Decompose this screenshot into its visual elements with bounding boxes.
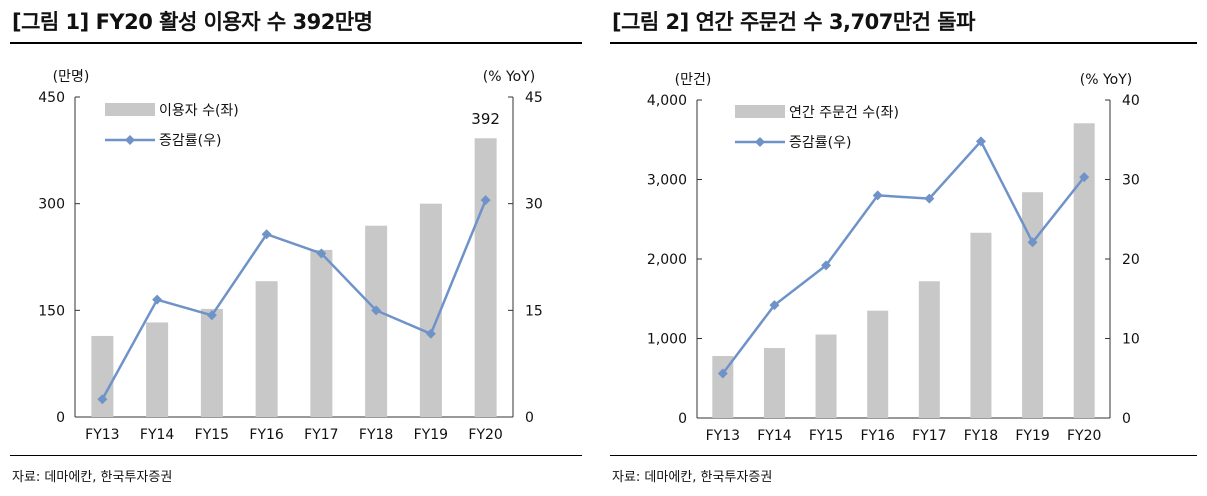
bar (91, 335, 114, 417)
y-left-tick-label: 150 (38, 303, 65, 319)
x-tick-label: FY18 (964, 428, 998, 444)
order-count-chart: (만건) (% YoY) 0 1,000 2,000 3,000 4,000 0 10 20 30 4… (647, 72, 1140, 444)
x-tick-label: FY19 (414, 427, 448, 443)
x-tick-label: FY14 (140, 427, 175, 443)
y-left-tick-label: 0 (678, 411, 687, 427)
x-tick-label: FY16 (249, 427, 284, 443)
bar (763, 348, 785, 418)
user-count-chart: (만명) (% YoY) 0 150 300 450 0 15 30 45 FY13 FY14 FY15… (38, 69, 543, 443)
y-left-tick-label: 450 (38, 90, 65, 106)
bar (1022, 192, 1044, 418)
legend-label-bar: 연간 주문건 수(좌) (789, 105, 899, 121)
legend-marker-line (755, 137, 765, 147)
line-point (371, 305, 382, 316)
growth-line (101, 199, 487, 400)
y-right-tick-label: 0 (525, 410, 534, 426)
y-left-tick-label: 300 (38, 197, 65, 213)
y-right-tick-label: 40 (1122, 93, 1140, 109)
bar (1073, 123, 1095, 418)
x-tick-label: FY14 (757, 428, 792, 444)
y-right-tick-label: 45 (525, 90, 543, 106)
bar (867, 310, 889, 418)
legend-label-line: 증감률(우) (159, 133, 221, 149)
data-label: 392 (471, 110, 500, 128)
legend-swatch-bar (105, 103, 155, 116)
y-right-tick-label: 20 (1122, 252, 1140, 268)
line-point (769, 300, 780, 311)
y-right-tick-label: 30 (1122, 173, 1140, 189)
x-tick-label: FY17 (912, 428, 946, 444)
bar (474, 138, 497, 417)
line-point (425, 328, 436, 339)
bar (918, 281, 940, 418)
growth-line (721, 139, 1086, 375)
x-tick-label: FY20 (1067, 428, 1101, 444)
chart-source: 자료: 데마에칸, 한국투자증권 (12, 470, 173, 485)
line-point (975, 136, 986, 147)
x-tick-label: FY20 (468, 427, 502, 443)
y-right-unit: (% YoY) (1080, 72, 1133, 88)
line-point (872, 190, 883, 201)
y-left-tick-label: 3,000 (647, 173, 687, 189)
y-right-tick-label: 10 (1122, 332, 1140, 348)
bar (255, 281, 278, 417)
line-point (924, 193, 935, 204)
y-left-tick-label: 2,000 (647, 252, 687, 268)
bar (146, 322, 169, 417)
x-tick-label: FY15 (195, 427, 229, 443)
y-right-tick-label: 0 (1122, 411, 1131, 427)
line-point (821, 260, 832, 271)
y-right-tick-label: 15 (525, 303, 543, 319)
line-point (316, 248, 327, 259)
y-left-unit: (만명) (53, 69, 90, 85)
chart-panel-2: [그림 2] 연간 주문건 수 3,707만건 돌파 (만건) (% YoY) 0 1… (600, 0, 1207, 496)
line-point (97, 394, 108, 405)
x-tick-label: FY16 (860, 428, 895, 444)
x-tick-label: FY13 (85, 427, 119, 443)
legend-swatch-bar (735, 105, 785, 118)
x-tick-label: FY19 (1015, 428, 1049, 444)
bar (970, 232, 992, 418)
bar (310, 249, 333, 417)
line-point (206, 310, 217, 321)
title-rule (10, 42, 582, 44)
y-right-tick-label: 30 (525, 197, 543, 213)
legend-label-line: 증감률(우) (789, 135, 851, 151)
bar (815, 334, 837, 418)
bar (712, 355, 734, 418)
y-left-unit: (만건) (675, 72, 712, 88)
line-point (1079, 172, 1090, 183)
legend-marker-line (125, 135, 135, 145)
line-point (152, 294, 163, 305)
line-point (717, 368, 728, 379)
bar (200, 308, 223, 417)
title-rule (610, 42, 1197, 44)
x-tick-label: FY18 (359, 427, 393, 443)
y-left-tick-label: 1,000 (647, 332, 687, 348)
bar (365, 225, 388, 417)
y-left-tick-label: 4,000 (647, 93, 687, 109)
chart-title: [그림 2] 연간 주문건 수 3,707만건 돌파 (612, 10, 975, 34)
y-right-unit: (% YoY) (483, 69, 536, 85)
line-point (480, 195, 491, 206)
legend-label-bar: 이용자 수(좌) (159, 103, 239, 119)
source-rule (10, 455, 582, 456)
line-point (1027, 237, 1038, 248)
x-tick-label: FY13 (706, 428, 740, 444)
chart-panel-1: [그림 1] FY20 활성 이용자 수 392만명 (만명) (% YoY) 0 1… (0, 0, 592, 496)
line-point (261, 229, 272, 240)
chart-title: [그림 1] FY20 활성 이용자 수 392만명 (12, 10, 373, 34)
x-tick-label: FY15 (809, 428, 843, 444)
y-left-tick-label: 0 (56, 410, 65, 426)
x-tick-label: FY17 (304, 427, 338, 443)
chart-source: 자료: 데마에칸, 한국투자증권 (612, 470, 773, 485)
source-rule (610, 455, 1197, 456)
bar (419, 203, 442, 417)
